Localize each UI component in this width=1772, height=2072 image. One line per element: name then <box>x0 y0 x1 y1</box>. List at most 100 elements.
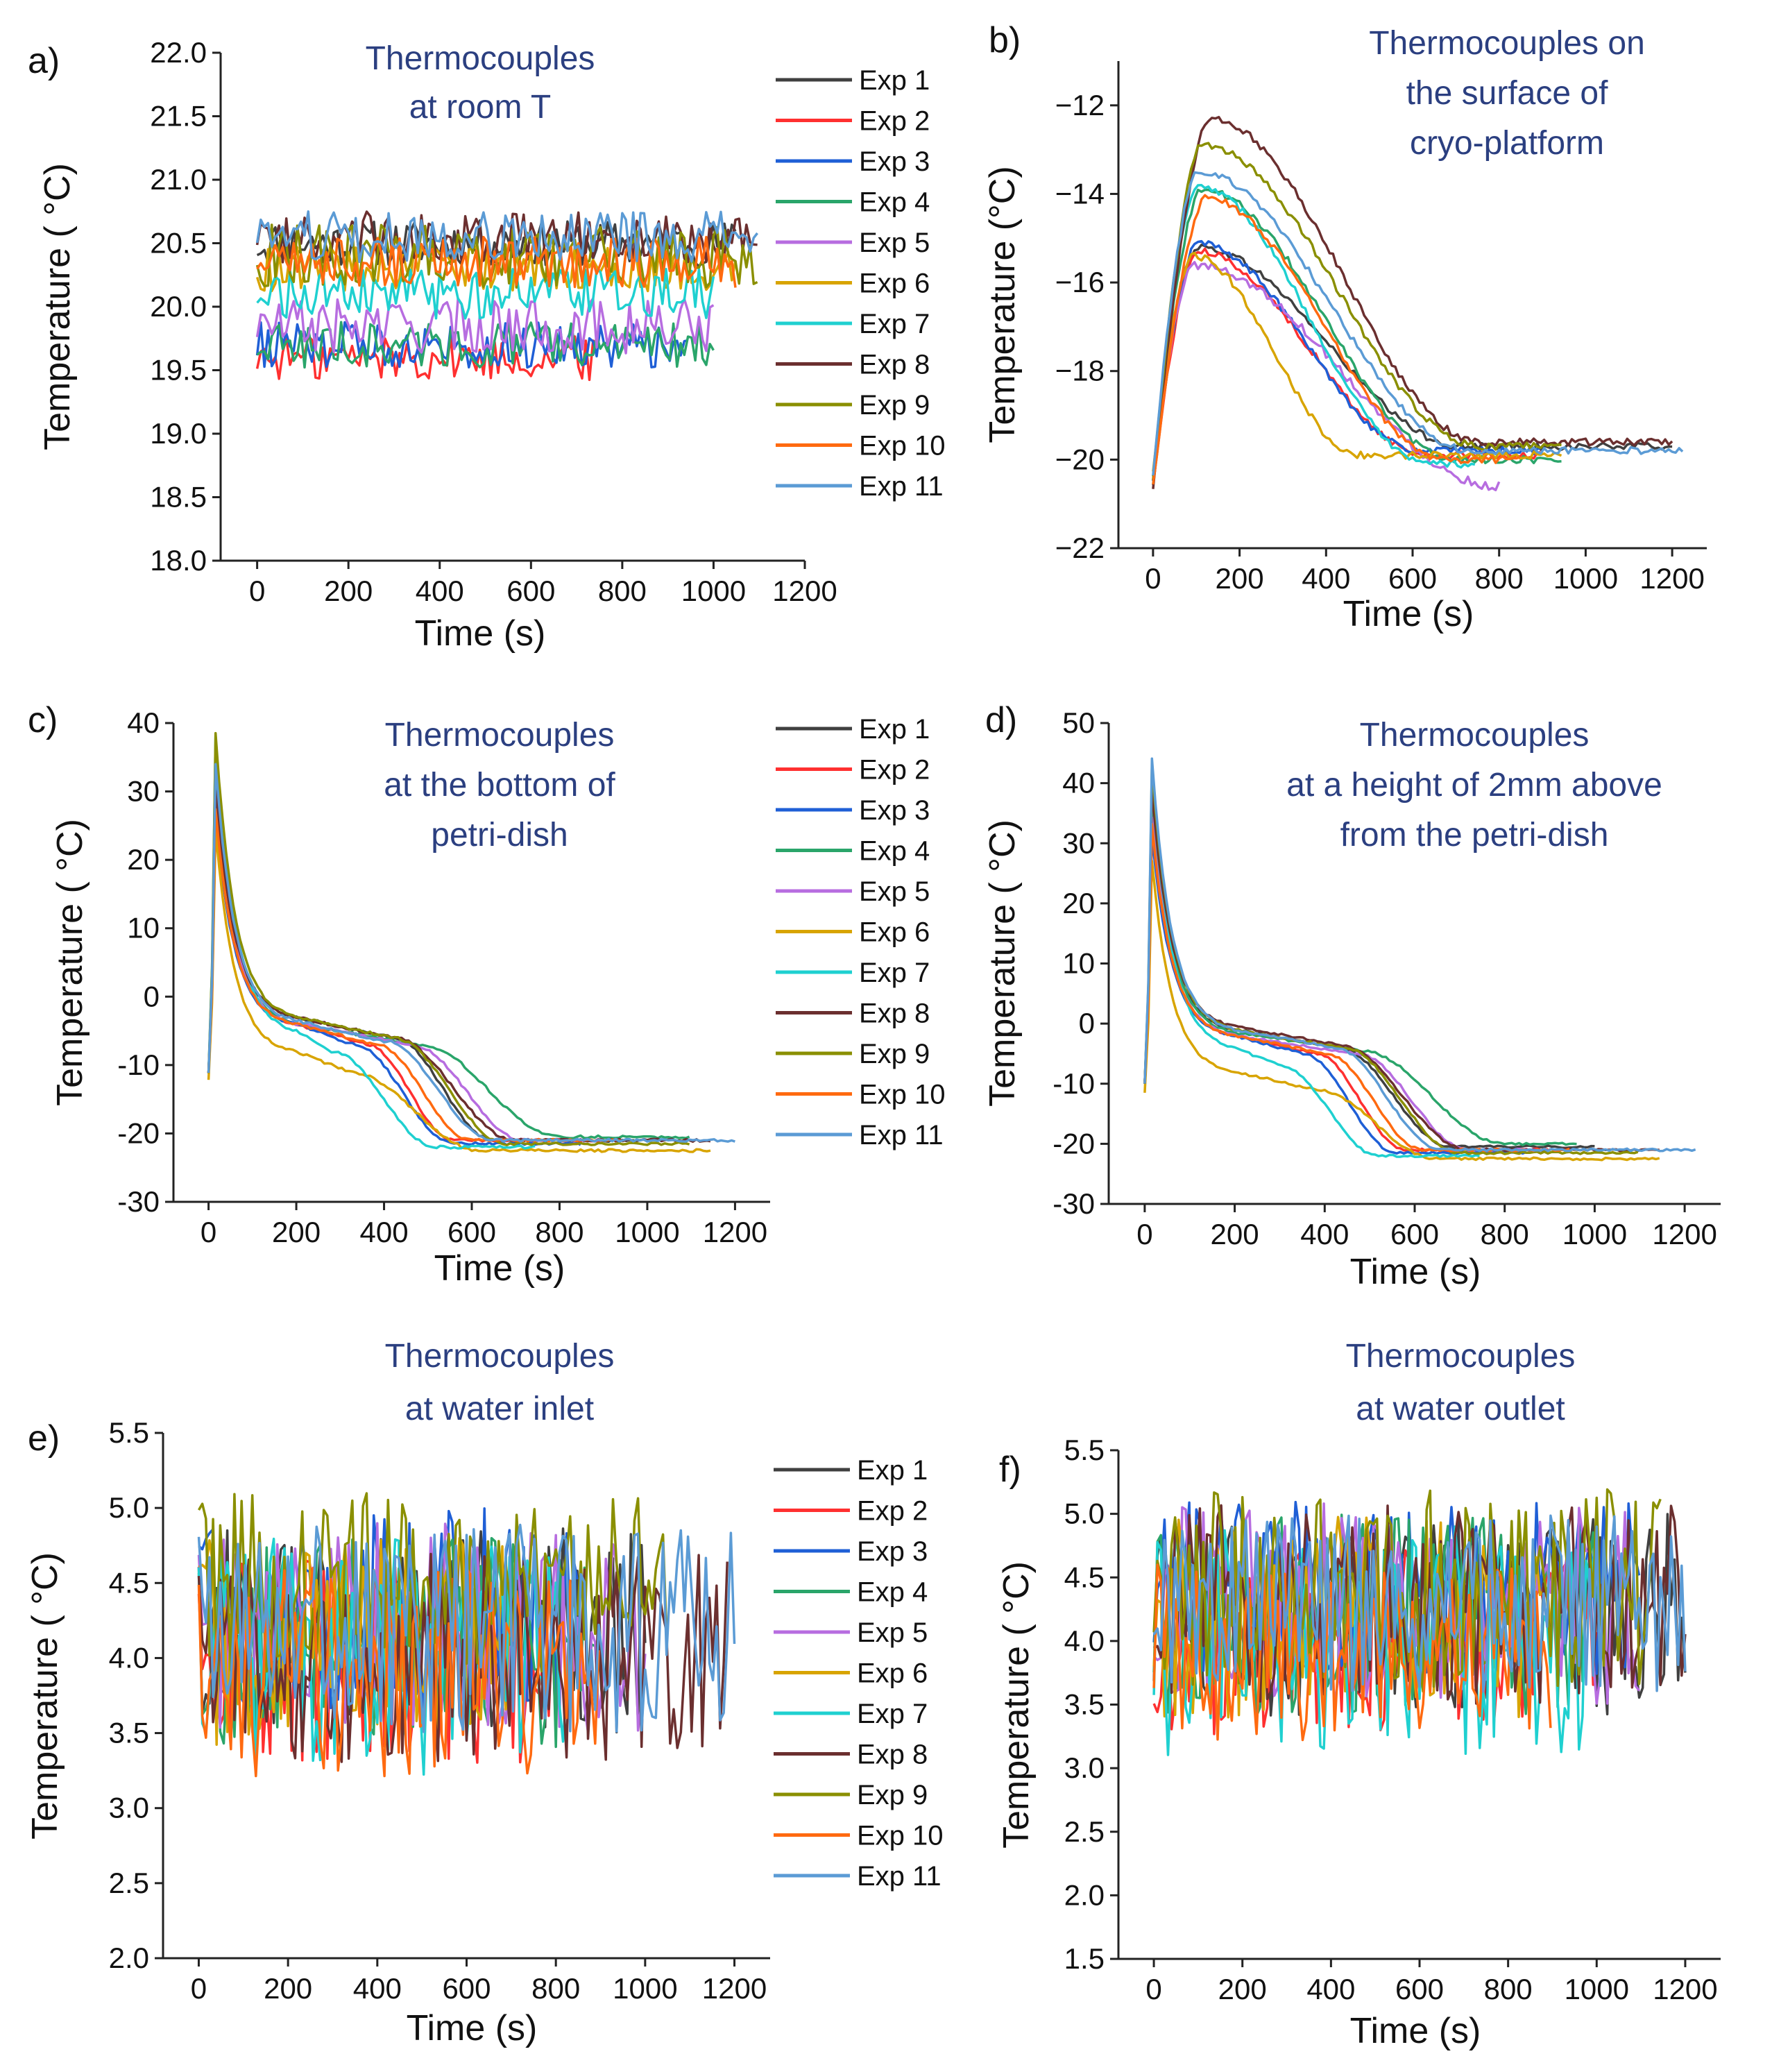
x-tick-label: 600 <box>448 1216 496 1248</box>
legend-label: Exp 3 <box>857 1536 928 1567</box>
panel-letter: f) <box>999 1450 1021 1490</box>
x-tick-label: 600 <box>442 1972 491 2005</box>
y-tick-label: −14 <box>1055 177 1105 210</box>
y-tick-label: 3.0 <box>109 1792 149 1824</box>
y-tick-label: 40 <box>1062 767 1095 799</box>
x-tick-label: 1200 <box>1639 562 1704 595</box>
y-tick-label: 2.5 <box>109 1867 149 1899</box>
series-line-exp-3 <box>207 815 581 1146</box>
y-tick-label: 19.5 <box>150 354 207 387</box>
y-tick-label: 19.0 <box>150 417 207 450</box>
y-tick-label: 4.5 <box>1064 1561 1105 1593</box>
chart-title-line: at the bottom of <box>384 767 615 804</box>
series-line-exp-7 <box>1143 776 1480 1158</box>
chart-title-line: Thermocouples <box>1360 717 1590 754</box>
legend-label: Exp 4 <box>857 1577 928 1608</box>
series-line-exp-5 <box>1152 261 1501 491</box>
series-line-exp-10 <box>1152 194 1521 485</box>
series-line-exp-4 <box>256 321 715 369</box>
chart-title-line: at water inlet <box>405 1391 594 1427</box>
y-tick-label: −20 <box>1055 443 1105 475</box>
series-line-exp-11 <box>1152 1514 1687 1693</box>
x-tick-label: 200 <box>324 575 373 607</box>
y-tick-label: 10 <box>127 912 160 944</box>
series-line-exp-6 <box>1152 251 1562 472</box>
x-tick-label: 1200 <box>703 1216 767 1248</box>
y-tick-label: −12 <box>1055 89 1105 121</box>
chart-title-line: at water outlet <box>1356 1391 1565 1427</box>
y-tick-label: 2.0 <box>1064 1878 1105 1911</box>
y-tick-label: 2.0 <box>109 1942 149 1974</box>
y-tick-label: 3.5 <box>1064 1688 1105 1721</box>
series-line-exp-11 <box>197 1523 736 1733</box>
x-tick-label: 0 <box>1145 1973 1161 2005</box>
x-axis-label: Time (s) <box>407 2008 538 2048</box>
x-tick-label: 1000 <box>1565 1973 1629 2005</box>
chart-panel-a: a) Thermocouples at room T 0 200 400 600 800 100… <box>28 36 946 654</box>
panel-letter: c) <box>28 700 58 740</box>
y-axis-label: Temperature ( °C) <box>37 163 78 450</box>
legend-label: Exp 7 <box>859 958 930 988</box>
x-tick-label: 1200 <box>772 575 837 607</box>
y-tick-label: 18.0 <box>150 544 207 577</box>
x-tick-label: 1000 <box>1553 562 1618 595</box>
y-tick-label: 5.0 <box>1064 1497 1105 1530</box>
chart-title-line: the surface of <box>1406 75 1609 112</box>
x-axis-label: Time (s) <box>1350 1252 1481 1292</box>
series-line-exp-11 <box>255 210 758 264</box>
series-line-exp-2 <box>207 810 602 1143</box>
y-tick-label: 22.0 <box>150 36 207 69</box>
x-tick-label: 800 <box>1484 1973 1533 2005</box>
x-tick-label: 200 <box>272 1216 321 1248</box>
x-tick-label: 0 <box>191 1972 207 2005</box>
panel-letter: a) <box>28 41 60 81</box>
x-tick-label: 600 <box>1395 1973 1444 2005</box>
y-tick-label: 50 <box>1062 706 1095 739</box>
series-line-exp-9 <box>1152 142 1562 480</box>
chart-panel-b: b) Thermocouples on the surface of cryo-pla… <box>982 20 1707 634</box>
series-line-exp-7 <box>256 267 715 320</box>
chart-title-line: Thermocouples <box>366 40 595 77</box>
series-line-exp-6 <box>198 1536 511 1746</box>
chart-panel-f: f) Thermocouples at water outlet 0 200 400 600… <box>996 1338 1721 2051</box>
chart-title-line: petri-dish <box>431 817 568 854</box>
series-line-exp-4 <box>1152 188 1562 477</box>
series-line-exp-2 <box>255 334 597 382</box>
y-tick-label: −22 <box>1055 532 1105 564</box>
series-line-exp-9 <box>207 731 690 1146</box>
chart-title-line: Thermocouples on <box>1369 25 1645 62</box>
series-line-exp-1 <box>1152 244 1673 482</box>
y-tick-label: 4.5 <box>109 1566 149 1599</box>
series-line-exp-10 <box>256 235 737 289</box>
legend-label: Exp 11 <box>857 1861 942 1892</box>
y-tick-label: -20 <box>117 1116 160 1149</box>
y-tick-label: 0 <box>1079 1007 1095 1039</box>
x-tick-label: 800 <box>1481 1218 1529 1250</box>
x-tick-label: 800 <box>598 575 647 607</box>
legend-label: Exp 8 <box>859 350 930 380</box>
x-axis-label: Time (s) <box>1343 594 1474 634</box>
series-line-exp-10 <box>207 808 623 1143</box>
x-tick-label: 800 <box>1475 562 1524 595</box>
x-tick-label: 1200 <box>1652 1218 1716 1250</box>
y-tick-label: -10 <box>1053 1067 1095 1100</box>
x-tick-label: 1000 <box>1562 1218 1627 1250</box>
x-tick-label: 1200 <box>1653 1973 1717 2005</box>
x-tick-label: 0 <box>1136 1218 1152 1250</box>
chart-title-line: Thermocouples <box>385 1338 615 1375</box>
y-tick-label: 21.0 <box>150 163 207 196</box>
y-axis-label: Temperature ( °C) <box>25 1552 65 1840</box>
y-tick-label: -10 <box>117 1048 160 1081</box>
legend-label: Exp 2 <box>859 106 930 137</box>
legend-label: Exp 5 <box>859 876 930 907</box>
legend-label: Exp 10 <box>857 1821 944 1851</box>
series-line-exp-1 <box>207 795 648 1143</box>
y-axis-label: Temperature ( °C) <box>982 820 1023 1107</box>
series-line-exp-10 <box>197 1566 600 1778</box>
x-tick-label: 200 <box>1216 562 1264 595</box>
x-tick-label: 800 <box>531 1972 580 2005</box>
legend-label: Exp 11 <box>859 471 944 502</box>
legend-label: Exp 5 <box>859 228 930 258</box>
series-line-exp-8 <box>1152 115 1673 489</box>
y-tick-label: 20.5 <box>150 227 207 260</box>
